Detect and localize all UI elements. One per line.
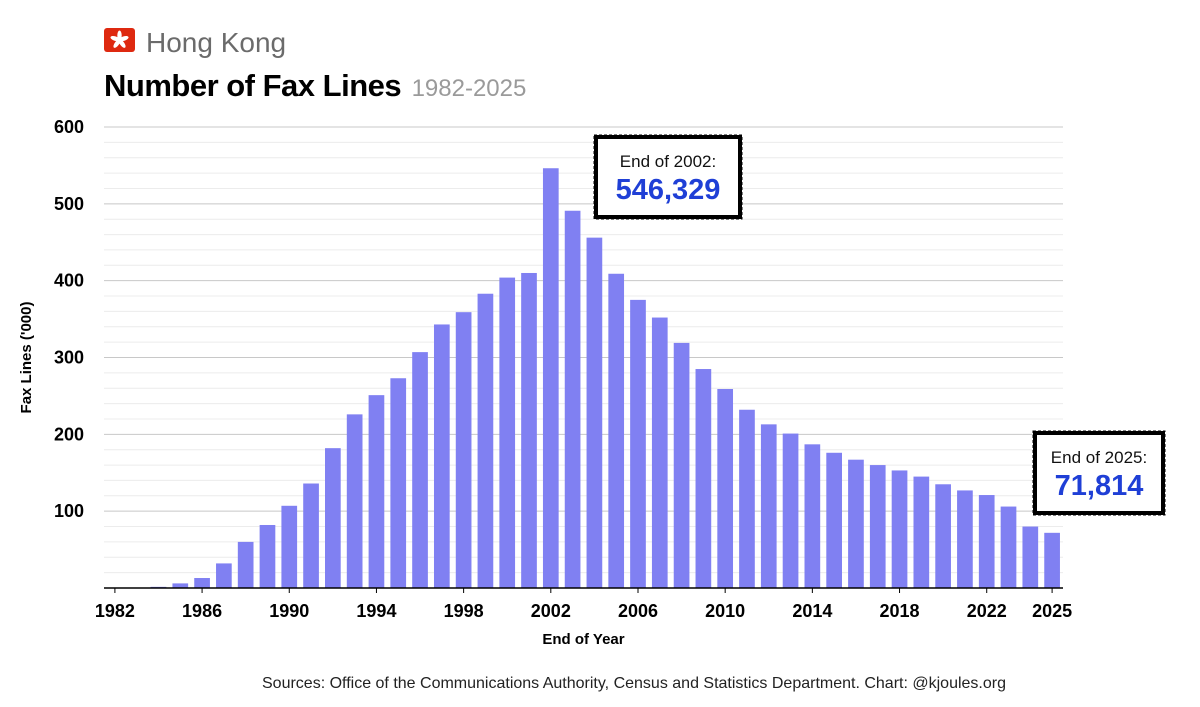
x-tick-label: 2022 [967,601,1007,621]
bar-2013 [782,433,799,588]
y-tick-label: 100 [54,501,84,521]
bar-1991 [303,483,319,588]
bar-2018 [891,470,908,588]
callout-value-2002: 546,329 [616,174,721,206]
bar-2009 [695,369,712,588]
bar-2004 [586,237,603,588]
bar-1998 [455,312,472,588]
bar-2024 [1022,526,1039,588]
y-tick-label: 200 [54,424,84,444]
bar-1995 [390,378,407,588]
x-tick-label: 2025 [1032,601,1072,621]
bar-2002 [542,168,559,588]
callout-label-2002: End of 2002: [620,152,716,171]
bar-2000 [499,277,516,588]
y-tick-label: 600 [54,117,84,137]
x-tick-label: 2002 [531,601,571,621]
chart-year-range: 1982-2025 [411,75,527,102]
x-tick-label: 2014 [792,601,832,621]
bar-1985 [172,583,189,588]
callout-box-edge-2002 [593,134,743,220]
region-name: Hong Kong [146,27,287,58]
bar-2023 [1000,506,1017,588]
bar-1997 [433,324,450,588]
bar-1992 [325,448,341,588]
x-tick-label: 1994 [356,601,396,621]
x-tick-label: 2006 [618,601,658,621]
callout-label-2025: End of 2025: [1051,448,1147,467]
bar-2012 [760,424,777,588]
bar-1990 [281,505,298,588]
callout-box-edge-2025 [1032,430,1166,516]
bar-2001 [521,272,537,588]
bar-2011 [739,409,755,588]
bar-1987 [216,563,232,588]
hong-kong-flag-icon [104,28,135,52]
bar-1996 [412,352,428,588]
chart-title: Number of Fax Lines [104,68,402,103]
bar-2016 [848,459,864,588]
x-tick-label: 2018 [880,601,920,621]
bar-2019 [913,476,930,588]
bar-2015 [826,452,842,588]
bar-1986 [194,578,210,588]
bar-1989 [259,524,276,588]
x-tick-label: 1982 [95,601,135,621]
y-axis-label: Fax Lines ('000) [18,302,35,414]
bar-2006 [630,299,646,588]
bar-2021 [957,490,973,588]
chart-title-line: Number of Fax Lines 1982-2025 [104,68,526,104]
x-tick-label: 1998 [444,601,484,621]
bar-2007 [651,317,668,588]
callout-value-2025: 71,814 [1055,470,1144,502]
y-tick-label: 400 [54,271,84,291]
bar-2022 [978,495,995,588]
callout-box-2002 [594,135,742,219]
bar-2020 [935,484,951,588]
bar-1988 [237,541,254,588]
y-tick-label: 500 [54,194,84,214]
x-tick-label: 1990 [269,601,309,621]
bar-2010 [717,389,734,588]
bar-1994 [368,395,385,588]
bar-1993 [346,414,363,588]
x-axis-label: End of Year [542,631,624,648]
source-note: Sources: Office of the Communications Au… [262,675,1006,692]
bar-2005 [608,273,625,588]
bar-1999 [477,293,494,588]
x-tick-label: 2010 [705,601,745,621]
bar-2008 [673,342,690,588]
bar-2014 [804,444,821,588]
x-tick-label: 1986 [182,601,222,621]
bar-2017 [869,465,886,588]
y-tick-label: 300 [54,348,84,368]
callout-box-2025 [1033,431,1165,515]
bar-2025 [1044,532,1060,588]
bar-2003 [564,210,581,588]
